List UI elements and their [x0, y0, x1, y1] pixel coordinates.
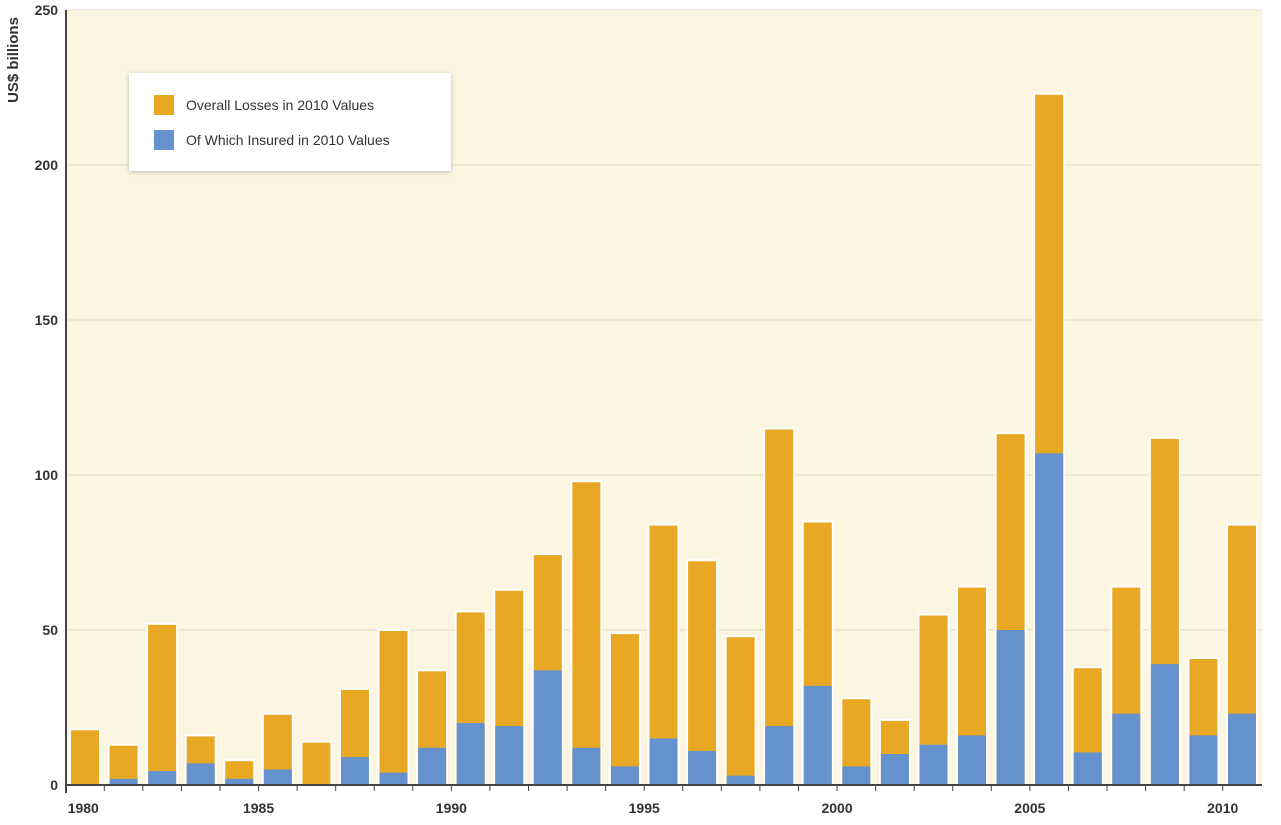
bar-overall-1982	[146, 622, 179, 786]
x-tick-label: 2000	[821, 800, 852, 816]
x-tick-label: 1980	[68, 800, 99, 816]
bar-insured-2006	[1073, 752, 1102, 785]
y-tick-label: 100	[35, 467, 59, 483]
bar-overall-1988	[377, 629, 410, 786]
bar-insured-1983	[186, 763, 215, 785]
bar-insured-1984	[225, 778, 254, 785]
legend-swatch-insured	[154, 130, 174, 150]
legend-item-insured: Of Which Insured in 2010 Values	[154, 130, 390, 150]
bar-insured-1990	[456, 723, 485, 785]
y-tick-label: 0	[50, 777, 58, 793]
x-tick-label: 2010	[1207, 800, 1238, 816]
legend-item-overall: Overall Losses in 2010 Values	[154, 95, 374, 115]
bar-overall-1993	[570, 480, 603, 786]
bar-insured-1991	[495, 726, 524, 785]
bar-overall-1994	[608, 632, 641, 786]
bar-overall-1996	[686, 559, 719, 786]
bar-insured-1988	[379, 772, 408, 785]
bar-overall-1980	[69, 728, 101, 787]
bar-insured-1985	[263, 769, 292, 785]
bar-insured-1989	[418, 747, 447, 785]
y-tick-label: 150	[35, 312, 59, 328]
legend: Overall Losses in 2010 Values Of Which I…	[129, 73, 451, 171]
x-tick-label: 1985	[243, 800, 274, 816]
bar-insured-2002	[919, 744, 948, 785]
bar-overall-1997	[724, 635, 757, 787]
y-axis-label: US$ billions	[5, 17, 22, 103]
bar-insured-2000	[842, 766, 871, 785]
bar-insured-1993	[572, 747, 601, 785]
bar-insured-1981	[109, 778, 138, 785]
bar-insured-2005	[1035, 453, 1064, 785]
bar-insured-2007	[1112, 713, 1141, 785]
x-tick-label: 1990	[436, 800, 467, 816]
x-tick-label: 2005	[1014, 800, 1045, 816]
bar-insured-2008	[1150, 664, 1179, 785]
bar-insured-2003	[958, 735, 987, 785]
bar-insured-2004	[996, 630, 1025, 785]
legend-swatch-overall	[154, 95, 174, 115]
bar-insured-1997	[726, 775, 755, 785]
y-tick-label: 200	[35, 157, 59, 173]
y-tick-label: 50	[42, 622, 58, 638]
bar-insured-1994	[610, 766, 639, 785]
bar-insured-1998	[765, 726, 794, 785]
legend-label-insured: Of Which Insured in 2010 Values	[186, 132, 390, 148]
bar-overall-1981	[107, 743, 140, 787]
bar-overall-1998	[763, 427, 796, 786]
bar-insured-1999	[803, 685, 832, 785]
legend-label-overall: Overall Losses in 2010 Values	[186, 97, 375, 113]
bar-insured-1995	[649, 738, 678, 785]
bar-insured-1982	[148, 771, 177, 785]
bar-insured-2009	[1189, 735, 1218, 785]
bar-insured-1992	[533, 670, 562, 785]
bar-insured-1987	[340, 757, 369, 785]
bar-insured-2010	[1228, 713, 1256, 785]
bar-insured-2001	[880, 754, 909, 785]
y-tick-label: 250	[35, 2, 59, 18]
bar-overall-1986	[300, 740, 333, 786]
x-tick-label: 1995	[629, 800, 660, 816]
bar-insured-1996	[688, 750, 717, 785]
